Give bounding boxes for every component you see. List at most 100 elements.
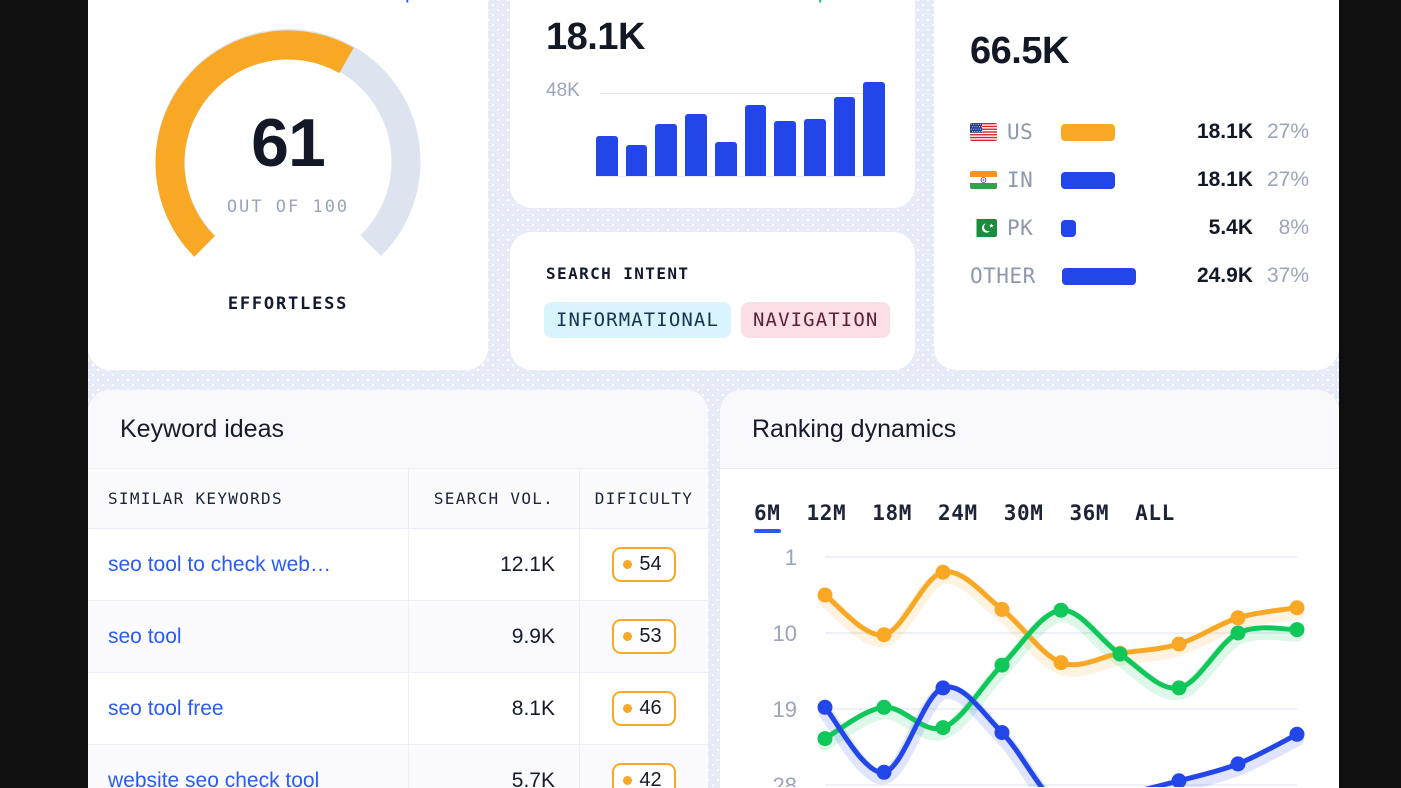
- search-intent-card: SEARCH INTENT INFORMATIONAL NAVIGATION: [510, 232, 915, 370]
- difficulty-value: 54: [639, 553, 662, 575]
- country-bar-cell: [1061, 123, 1179, 141]
- keyword-difficulty-cell: 42: [579, 744, 708, 788]
- search-intent-tag-list: INFORMATIONAL NAVIGATION: [544, 302, 891, 338]
- refresh-icon: [360, 0, 381, 2]
- keyword-difficulty-card: DIFFICULTY Update 61: [88, 0, 488, 370]
- metrics-row: DIFFICULTY Update 61: [88, 0, 1339, 370]
- keyword-ideas-table: SIMILAR KEYWORDS SEARCH VOL. DIFICULTY s…: [88, 469, 708, 788]
- country-bar-cell: [1062, 267, 1179, 285]
- ranking-dynamics-title: Ranking dynamics: [752, 414, 957, 443]
- keyword-link[interactable]: seo tool to check web…: [88, 528, 409, 601]
- volume-bar: [714, 141, 737, 176]
- series-green-point: [1230, 625, 1246, 641]
- country-row: IN 18.1K 27%: [970, 156, 1309, 204]
- range-tab-24m[interactable]: 24M: [937, 501, 978, 525]
- volume-bar: [625, 145, 648, 176]
- keyword-link[interactable]: seo tool: [88, 600, 409, 673]
- series-green-point: [876, 699, 892, 715]
- table-row[interactable]: seo tool to check web… 12.1K 54: [88, 528, 708, 601]
- country-share-bar: [1062, 267, 1136, 285]
- intent-tag-info[interactable]: INFORMATIONAL: [544, 302, 732, 338]
- series-green-point: [1289, 622, 1305, 638]
- keyword-difficulty-cell: 54: [579, 528, 708, 601]
- difficulty-badge: 53: [612, 619, 676, 654]
- country-row: PK 5.4K 8%: [970, 204, 1309, 252]
- y-axis-tick-label: 28: [773, 773, 797, 787]
- table-row[interactable]: seo tool free 8.1K 46: [88, 672, 708, 745]
- update-button-label: Update: [389, 0, 460, 4]
- series-green-point: [817, 731, 833, 747]
- time-range-tabs: 6M 12M 18M 24M 30M 36M ALL: [754, 501, 1339, 533]
- series-orange-point: [1230, 610, 1246, 626]
- update-button[interactable]: Update: [360, 0, 460, 4]
- country-percent: 37%: [1266, 264, 1309, 287]
- difficulty-card-title: DIFFICULTY: [120, 0, 230, 3]
- range-tab-18m[interactable]: 18M: [872, 501, 912, 525]
- range-tab-30m[interactable]: 30M: [1003, 501, 1044, 525]
- flag-us-icon: [970, 123, 997, 141]
- global-volume-value: 66.5K: [970, 30, 1069, 72]
- difficulty-value: 53: [639, 625, 662, 647]
- search-intent-card-title: SEARCH INTENT: [546, 264, 690, 283]
- volume-bar: [774, 121, 796, 176]
- country-percent: 27%: [1266, 120, 1309, 143]
- series-green-point: [1171, 680, 1187, 696]
- keyword-search-volume: 12.1K: [408, 528, 580, 601]
- search-volume-bar-chart: [596, 66, 886, 176]
- range-tab-12m[interactable]: 12M: [806, 501, 847, 525]
- global-volume-card: GLOBAL VOLUME 66.5K US 18.1K 27% IN 18.1K 27%…: [934, 0, 1339, 370]
- y-axis-tick-label: 10: [773, 621, 797, 646]
- difficulty-dot-icon: [623, 776, 633, 785]
- keyword-link[interactable]: seo tool free: [88, 672, 409, 745]
- volume-bar: [655, 124, 678, 176]
- keyword-search-volume: 8.1K: [408, 672, 580, 745]
- difficulty-dot-icon: [623, 560, 633, 569]
- column-header-difficulty[interactable]: DIFICULTY: [579, 469, 708, 529]
- keyword-ideas-panel: Keyword ideas SIMILAR KEYWORDS SEARCH VO…: [88, 390, 708, 788]
- range-tab-all[interactable]: ALL: [1135, 501, 1175, 525]
- series-blue-point: [817, 699, 833, 715]
- country-percent: 27%: [1266, 168, 1309, 191]
- difficulty-badge: 42: [612, 763, 676, 788]
- search-volume-axis-rule: [600, 93, 881, 94]
- table-row[interactable]: seo tool 9.9K 53: [88, 600, 708, 673]
- keyword-link[interactable]: website seo check tool: [88, 744, 409, 788]
- series-orange-point: [1289, 600, 1305, 616]
- range-tab-6m[interactable]: 6M: [754, 501, 781, 533]
- country-volume: 5.4K: [1208, 216, 1253, 239]
- table-row[interactable]: website seo check tool 5.7K 42: [88, 744, 708, 788]
- range-tab-36m[interactable]: 36M: [1069, 501, 1110, 525]
- difficulty-gauge: 61 OUT OF 100: [143, 18, 433, 308]
- ranking-dynamics-header: Ranking dynamics: [720, 390, 1339, 469]
- updated-status-label: Updated: [802, 0, 885, 4]
- search-volume-baseline: [596, 176, 885, 177]
- series-green-point: [1053, 602, 1069, 618]
- country-row: OTHER 24.9K 37%: [970, 252, 1309, 300]
- dashboard-canvas: DIFFICULTY Update 61: [88, 0, 1339, 788]
- difficulty-rating: EFFORTLESS: [227, 294, 349, 314]
- search-volume-card-title: SEARCH VOLUME: [546, 0, 689, 3]
- country-share-bar: [1061, 123, 1116, 141]
- series-blue-line: [822, 684, 1300, 787]
- column-header-keyword[interactable]: SIMILAR KEYWORDS: [88, 469, 409, 529]
- volume-bar: [863, 82, 886, 176]
- series-green-point: [1112, 646, 1128, 662]
- country-breakdown-list: US 18.1K 27% IN 18.1K 27% PK 5.4K 8% OTHER 24.9K 37…: [970, 108, 1309, 300]
- intent-tag-nav[interactable]: NAVIGATION: [741, 302, 891, 338]
- y-axis-tick-label: 19: [773, 697, 797, 722]
- series-orange-point: [1171, 636, 1187, 652]
- series-orange-point: [1053, 655, 1069, 671]
- column-header-search-volume[interactable]: SEARCH VOL.: [408, 469, 580, 529]
- country-percent: 8%: [1278, 216, 1309, 239]
- country-code: US: [1007, 120, 1034, 144]
- flag-pk-icon: [970, 219, 997, 237]
- series-blue-point: [935, 680, 951, 696]
- series-blue-point: [1230, 756, 1246, 772]
- country-code: PK: [1007, 216, 1034, 240]
- volume-bar: [744, 104, 767, 176]
- difficulty-value: 42: [639, 769, 662, 788]
- volume-bar: [803, 118, 826, 176]
- check-icon: [774, 0, 794, 4]
- difficulty-value: 46: [639, 697, 662, 719]
